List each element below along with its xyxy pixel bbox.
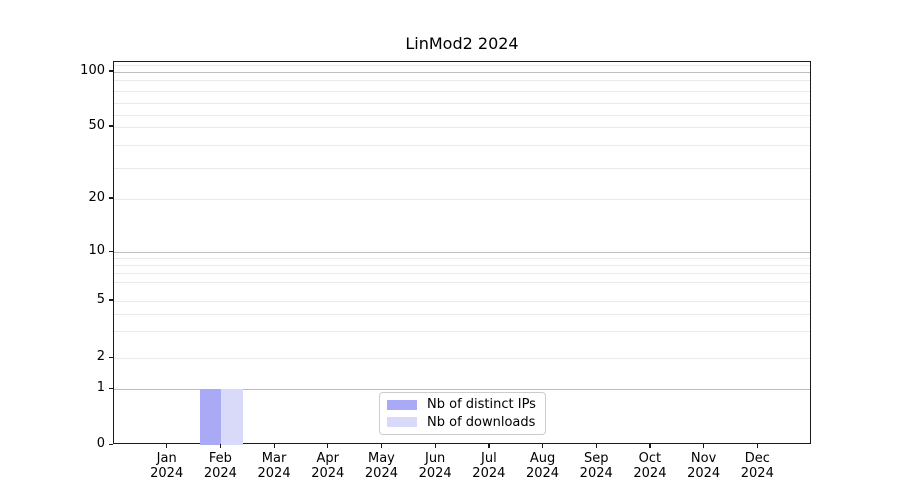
y-tick-mark-2 <box>109 356 113 358</box>
x-tick-label-oct: Oct 2024 <box>618 451 682 481</box>
legend-swatch-distinct-ips <box>387 399 417 410</box>
y-gridline-1 <box>114 389 810 391</box>
x-tick-month: Oct <box>638 451 662 466</box>
chart-title: LinMod2 2024 <box>405 34 519 53</box>
x-tick-month: Mar <box>261 451 287 466</box>
x-tick-month: Dec <box>744 451 770 466</box>
y-tick-mark-1 <box>109 387 113 389</box>
x-tick-mark-sep <box>595 444 597 448</box>
x-tick-year: 2024 <box>525 466 560 481</box>
x-tick-label-jun: Jun 2024 <box>403 451 467 481</box>
y-gridline-9 <box>114 258 810 260</box>
y-gridline-100 <box>114 71 810 73</box>
x-tick-year: 2024 <box>633 466 667 481</box>
x-tick-month: Jun <box>424 451 446 466</box>
x-tick-mark-jun <box>434 444 436 448</box>
x-tick-month: Aug <box>529 451 556 466</box>
legend: Nb of distinct IPs Nb of downloads <box>379 392 546 435</box>
x-tick-mark-aug <box>542 444 544 448</box>
x-tick-year: 2024 <box>150 466 184 481</box>
y-tick-mark-0 <box>109 443 113 445</box>
x-tick-label-feb: Feb 2024 <box>188 451 252 481</box>
x-tick-label-dec: Dec 2024 <box>725 451 789 481</box>
bar-distinct-ips-feb <box>199 389 222 445</box>
y-tick-label-1: 1 <box>96 380 105 396</box>
y-gridline-10 <box>114 252 810 253</box>
x-tick-mark-jul <box>488 444 490 448</box>
y-gridline-90 <box>114 80 810 82</box>
x-tick-mark-feb <box>219 444 222 448</box>
y-gridline-60 <box>114 115 810 117</box>
x-tick-month: Nov <box>690 451 717 466</box>
y-tick-label-0: 0 <box>96 436 105 451</box>
y-gridline-8 <box>114 264 810 266</box>
x-tick-year: 2024 <box>418 466 452 481</box>
y-tick-label-5: 5 <box>96 291 105 307</box>
x-tick-month: Feb <box>208 451 232 466</box>
legend-item-distinct-ips: Nb of distinct IPs <box>387 397 538 412</box>
y-tick-mark-20 <box>109 197 113 199</box>
legend-label-downloads: Nb of downloads <box>427 414 536 430</box>
y-tick-mark-10 <box>109 250 113 252</box>
y-gridline-7 <box>114 273 810 275</box>
x-tick-month: Jul <box>481 451 497 466</box>
y-tick-mark-5 <box>109 299 113 301</box>
x-tick-month: Sep <box>583 451 609 466</box>
x-tick-label-jan: Jan 2024 <box>135 451 199 481</box>
x-tick-mark-jan <box>166 444 168 448</box>
y-gridline-4 <box>114 314 810 316</box>
bar-downloads-feb <box>221 389 243 445</box>
x-tick-mark-dec <box>756 444 758 448</box>
x-tick-mark-mar <box>273 444 275 448</box>
x-tick-month: Apr <box>316 451 340 466</box>
y-gridline-30 <box>114 168 810 169</box>
x-tick-year: 2024 <box>257 466 291 481</box>
y-tick-label-2: 2 <box>96 349 105 365</box>
plot-area: Nb of distinct IPs Nb of downloads <box>113 61 811 445</box>
y-tick-mark-100 <box>109 70 113 72</box>
x-tick-year: 2024 <box>364 466 398 481</box>
y-gridline-5 <box>114 300 810 302</box>
x-tick-label-aug: Aug 2024 <box>511 451 575 481</box>
x-tick-year: 2024 <box>687 466 721 481</box>
y-tick-label-50: 50 <box>88 117 105 133</box>
y-gridline-70 <box>114 102 810 104</box>
x-tick-label-nov: Nov 2024 <box>672 451 736 481</box>
x-tick-year: 2024 <box>740 466 774 481</box>
x-tick-year: 2024 <box>472 466 506 481</box>
x-tick-year: 2024 <box>311 466 345 481</box>
x-tick-mark-oct <box>649 444 651 448</box>
y-gridline-20 <box>114 198 810 200</box>
x-tick-label-sep: Sep 2024 <box>564 451 628 481</box>
y-gridline-50 <box>114 126 810 128</box>
y-gridline-3 <box>114 331 810 333</box>
legend-label-distinct-ips: Nb of distinct IPs <box>427 397 536 413</box>
x-tick-label-jul: Jul 2024 <box>457 451 521 481</box>
x-tick-month: May <box>368 451 395 466</box>
x-tick-mark-nov <box>703 444 705 448</box>
legend-item-downloads: Nb of downloads <box>387 415 538 430</box>
y-tick-label-10: 10 <box>88 243 105 258</box>
legend-swatch-downloads <box>387 417 417 428</box>
x-tick-year: 2024 <box>579 466 613 481</box>
x-tick-label-may: May 2024 <box>349 451 413 481</box>
y-gridline-40 <box>114 145 810 147</box>
x-tick-label-mar: Mar 2024 <box>242 451 306 481</box>
x-tick-month: Jan <box>156 451 177 466</box>
y-gridline-80 <box>114 91 810 93</box>
x-tick-mark-apr <box>327 444 329 448</box>
y-tick-label-20: 20 <box>88 189 105 205</box>
y-gridline-2 <box>114 358 810 360</box>
y-tick-mark-50 <box>109 125 113 127</box>
y-tick-label-100: 100 <box>80 62 105 78</box>
x-tick-year: 2024 <box>203 466 237 481</box>
y-gridline-6 <box>114 281 810 283</box>
x-tick-label-apr: Apr 2024 <box>296 451 360 481</box>
x-tick-mark-may <box>380 444 383 448</box>
y-gridline-110 <box>114 64 810 66</box>
